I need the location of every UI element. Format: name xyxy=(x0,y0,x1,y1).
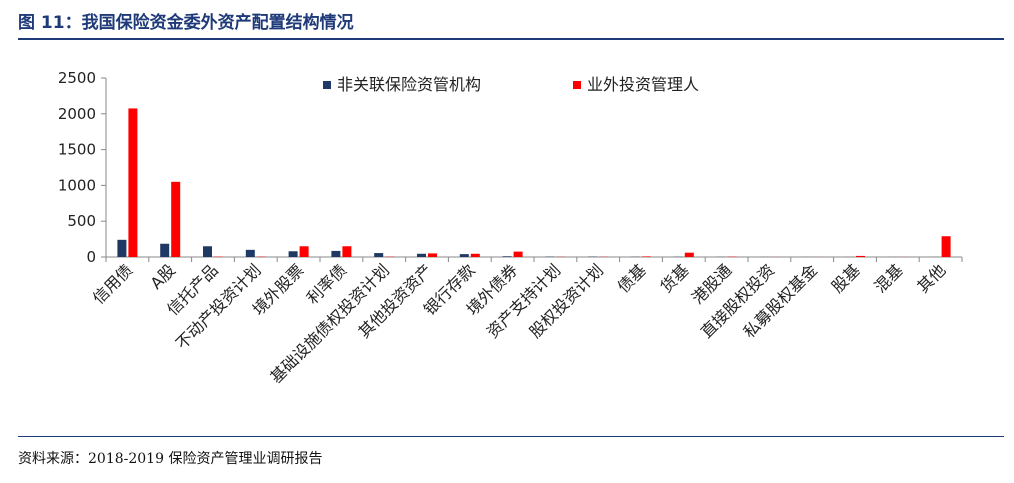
bar-series-2-5 xyxy=(342,246,352,257)
y-tick-label: 500 xyxy=(67,212,96,230)
bar-series-1-5 xyxy=(331,250,341,257)
bar-series-2-8 xyxy=(470,253,480,257)
bar-series-1-8 xyxy=(459,254,469,257)
bar-series-2-17 xyxy=(856,255,865,257)
bar-series-2-13 xyxy=(684,252,694,257)
bar-series-1-0 xyxy=(117,239,127,257)
bar-series-2-19 xyxy=(941,236,951,257)
bars xyxy=(117,108,951,258)
y-tick-label: 1500 xyxy=(58,141,96,159)
figure-title: 图 11：我国保险资金委外资产配置结构情况 xyxy=(18,13,354,33)
source-rule xyxy=(18,436,1004,437)
bar-series-2-4 xyxy=(299,246,309,257)
bar-series-2-1 xyxy=(171,181,181,257)
x-axis xyxy=(105,256,963,262)
x-tick-label: A股 xyxy=(147,260,179,292)
y-tick-label: 0 xyxy=(86,248,96,266)
bar-series-1-3 xyxy=(245,249,255,257)
legend-label-1: 非关联保险资管机构 xyxy=(337,75,481,94)
y-tick-label: 2500 xyxy=(58,69,96,87)
title-rule xyxy=(18,38,1004,40)
x-tick-labels: 信用债 A股信托产品不动产投资计划境外股票利率债基础设施债权投资计划其他投资资产银… xyxy=(89,260,950,387)
x-tick-label: 货基 xyxy=(657,260,693,296)
bar-series-1-9 xyxy=(502,256,512,257)
bar-series-1-6 xyxy=(374,253,384,257)
x-tick-label: 信用债 xyxy=(89,260,136,307)
legend-label-2: 业外投资管理人 xyxy=(587,75,699,94)
bar-series-2-12 xyxy=(642,256,651,257)
bar-series-2-0 xyxy=(128,108,138,258)
x-tick-label: 其他 xyxy=(913,260,949,296)
legend: 非关联保险资管机构 业外投资管理人 xyxy=(323,75,699,94)
bar-series-1-2 xyxy=(203,246,212,257)
bar-series-1-1 xyxy=(160,243,170,257)
bar-series-2-7 xyxy=(428,253,437,257)
legend-swatch-1 xyxy=(323,81,331,89)
bar-series-1-4 xyxy=(288,251,298,257)
source-note: 资料来源：2018-2019 保险资产管理业调研报告 xyxy=(18,451,323,467)
y-tick-label: 1000 xyxy=(58,176,96,194)
legend-swatch-2 xyxy=(573,81,581,89)
y-tick-label: 2000 xyxy=(58,105,96,123)
x-tick-label: 股基 xyxy=(828,260,864,296)
bar-series-2-9 xyxy=(513,251,523,257)
y-axis: 0 500 1000 1500 2000 2500 xyxy=(58,69,107,266)
x-tick-label: 债基 xyxy=(614,260,650,296)
bar-series-1-7 xyxy=(417,253,426,257)
x-tick-label: 混基 xyxy=(871,260,907,296)
